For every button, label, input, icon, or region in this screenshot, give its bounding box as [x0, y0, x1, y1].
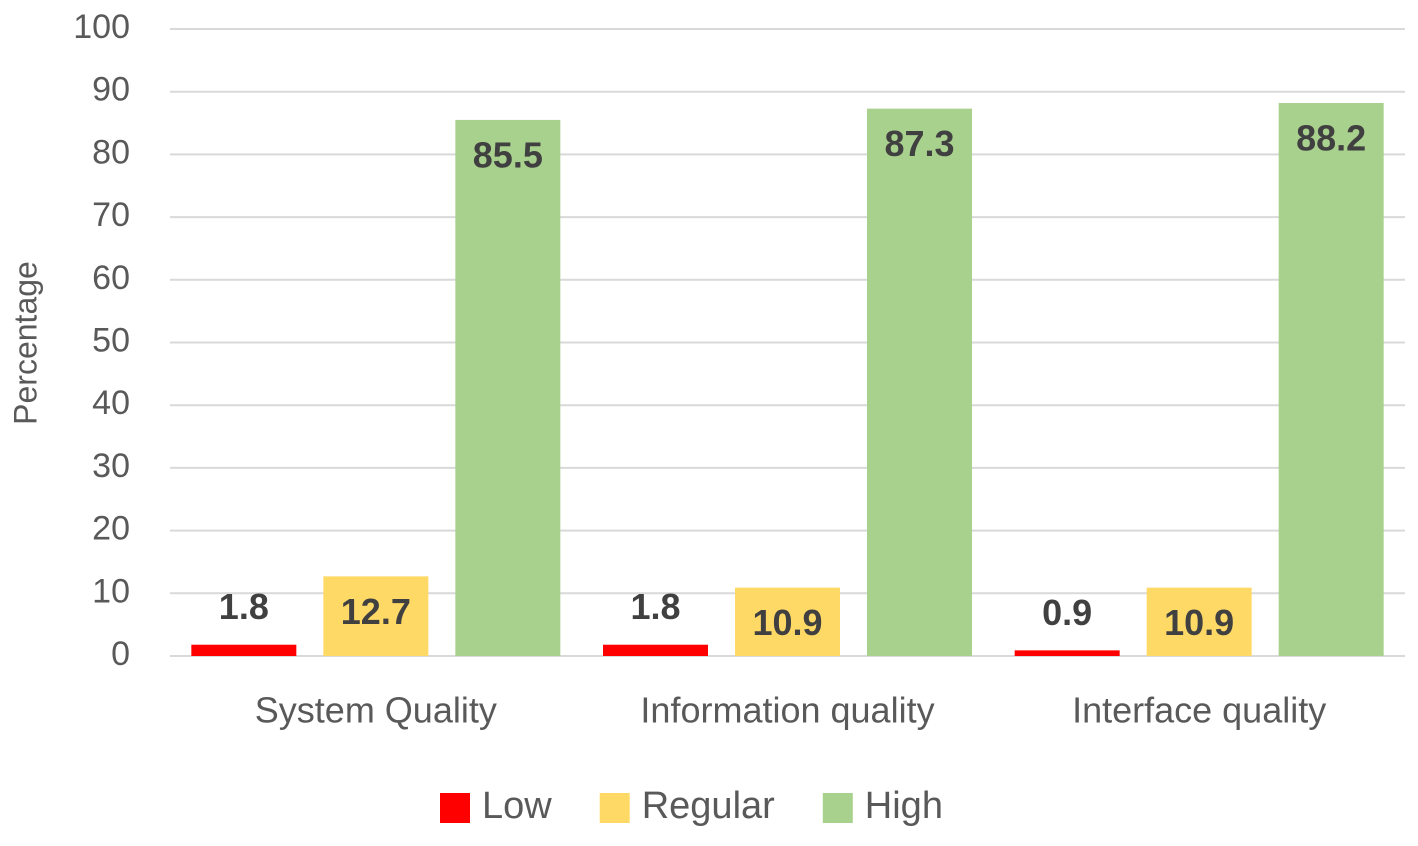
value-label: 1.8 — [219, 586, 269, 627]
legend-swatch — [599, 793, 630, 823]
y-tick-label: 100 — [73, 8, 130, 46]
y-tick-label: 10 — [92, 572, 130, 610]
bar — [735, 587, 840, 656]
value-label: 87.3 — [884, 123, 954, 164]
legend-swatch — [440, 793, 470, 823]
y-axis-label: Percentage — [7, 261, 43, 425]
y-tick-label: 90 — [92, 71, 130, 109]
y-tick-label: 50 — [92, 321, 130, 359]
bar — [455, 119, 561, 657]
value-label: 10.9 — [752, 602, 822, 643]
legend-label: High — [865, 785, 943, 827]
value-label: 10.9 — [1164, 602, 1234, 643]
legend-swatch — [822, 793, 853, 823]
bar — [1146, 587, 1252, 656]
value-label: 0.9 — [1042, 592, 1092, 633]
x-tick-label: System Quality — [255, 690, 497, 731]
bar — [603, 644, 708, 656]
value-label: 88.2 — [1296, 118, 1366, 159]
y-tick-label: 30 — [92, 447, 130, 485]
y-tick-label: 40 — [92, 384, 130, 422]
y-tick-label: 70 — [92, 196, 130, 234]
bar — [867, 108, 972, 656]
value-label: 12.7 — [341, 591, 411, 632]
x-tick-label: Interface quality — [1072, 690, 1326, 731]
value-label: 1.8 — [630, 586, 680, 627]
bar — [191, 644, 297, 656]
y-tick-label: 80 — [92, 133, 130, 171]
bar — [1014, 650, 1120, 656]
bar — [1278, 102, 1384, 656]
y-tick-label: 20 — [92, 510, 130, 548]
value-label: 85.5 — [473, 134, 543, 175]
y-tick-label: 0 — [111, 635, 130, 673]
legend-label: Low — [482, 785, 552, 827]
x-tick-label: Information quality — [640, 690, 934, 731]
legend-label: Regular — [642, 785, 775, 827]
bar — [323, 576, 429, 656]
y-tick-label: 60 — [92, 259, 130, 297]
